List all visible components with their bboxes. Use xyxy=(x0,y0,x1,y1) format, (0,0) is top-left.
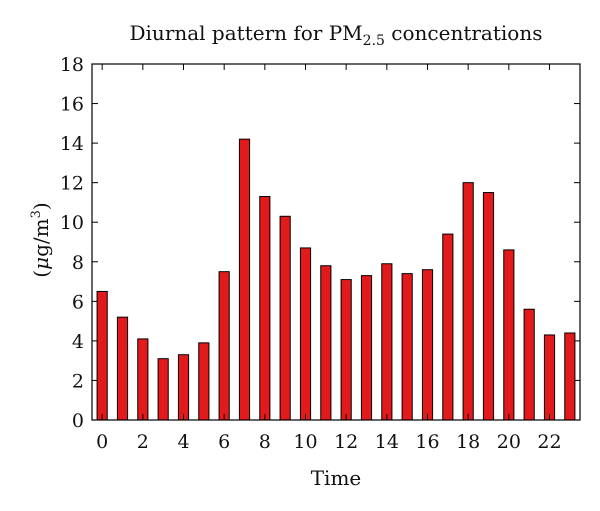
y-tick-label-16: 16 xyxy=(60,94,84,116)
bar-hour-0 xyxy=(96,290,108,421)
bar-hour-23 xyxy=(564,332,576,421)
bar-hour-16 xyxy=(421,269,434,421)
x-tick-label-18: 18 xyxy=(456,431,480,453)
plot-frame xyxy=(91,63,581,421)
bar-hour-1 xyxy=(116,316,129,421)
y-tick-label-14: 14 xyxy=(60,133,84,155)
y-tick-label-18: 18 xyxy=(60,54,84,76)
y-tick-label-2: 2 xyxy=(72,370,84,392)
y-tick-label-0: 0 xyxy=(72,410,84,432)
bar-hour-8 xyxy=(259,196,271,421)
y-tick-label-4: 4 xyxy=(72,331,84,353)
x-tick-label-20: 20 xyxy=(497,431,521,453)
x-tick-label-2: 2 xyxy=(137,431,149,453)
bar-hour-5 xyxy=(198,342,210,421)
bar-hour-14 xyxy=(381,263,393,421)
bar-hour-15 xyxy=(401,273,413,421)
plot-area: 0 2 4 6 8 10 12 14 16 18 0 2 4 6 8 10 12 14 16 18 20 22 xyxy=(60,54,581,453)
bar-hour-21 xyxy=(523,308,535,421)
bar-hour-19 xyxy=(482,192,495,421)
bar-hour-6 xyxy=(218,271,230,421)
x-tick-label-4: 4 xyxy=(177,431,189,453)
bar-hour-12 xyxy=(340,279,352,421)
x-tick-label-12: 12 xyxy=(334,431,358,453)
bar-hour-11 xyxy=(320,265,332,421)
x-tick-label-10: 10 xyxy=(293,431,317,453)
bar-hour-10 xyxy=(299,247,312,421)
y-tick-label-10: 10 xyxy=(60,212,84,234)
bar-hour-13 xyxy=(360,275,373,421)
bar-hour-3 xyxy=(157,358,169,421)
bar-hour-18 xyxy=(462,182,474,421)
y-tick-label-6: 6 xyxy=(72,291,84,313)
bar-hour-20 xyxy=(503,249,515,421)
bar-hour-4 xyxy=(177,354,190,421)
bar-hour-7 xyxy=(238,138,251,421)
x-tick-label-6: 6 xyxy=(218,431,230,453)
x-axis-label: Time xyxy=(311,466,362,490)
y-axis-label: (μg/m3) xyxy=(29,202,53,277)
bar-hour-2 xyxy=(137,338,149,421)
x-tick-label-22: 22 xyxy=(537,431,561,453)
x-tick-label-14: 14 xyxy=(375,431,399,453)
bar-hour-17 xyxy=(442,233,454,421)
x-tick-label-8: 8 xyxy=(259,431,271,453)
y-tick-label-8: 8 xyxy=(72,252,84,274)
bar-hour-22 xyxy=(543,334,556,421)
chart-title: Diurnal pattern for PM2.5 concentrations xyxy=(130,21,543,49)
x-tick-label-0: 0 xyxy=(96,431,108,453)
x-tick-label-16: 16 xyxy=(415,431,439,453)
y-tick-label-12: 12 xyxy=(60,173,84,195)
bar-hour-9 xyxy=(279,215,291,421)
